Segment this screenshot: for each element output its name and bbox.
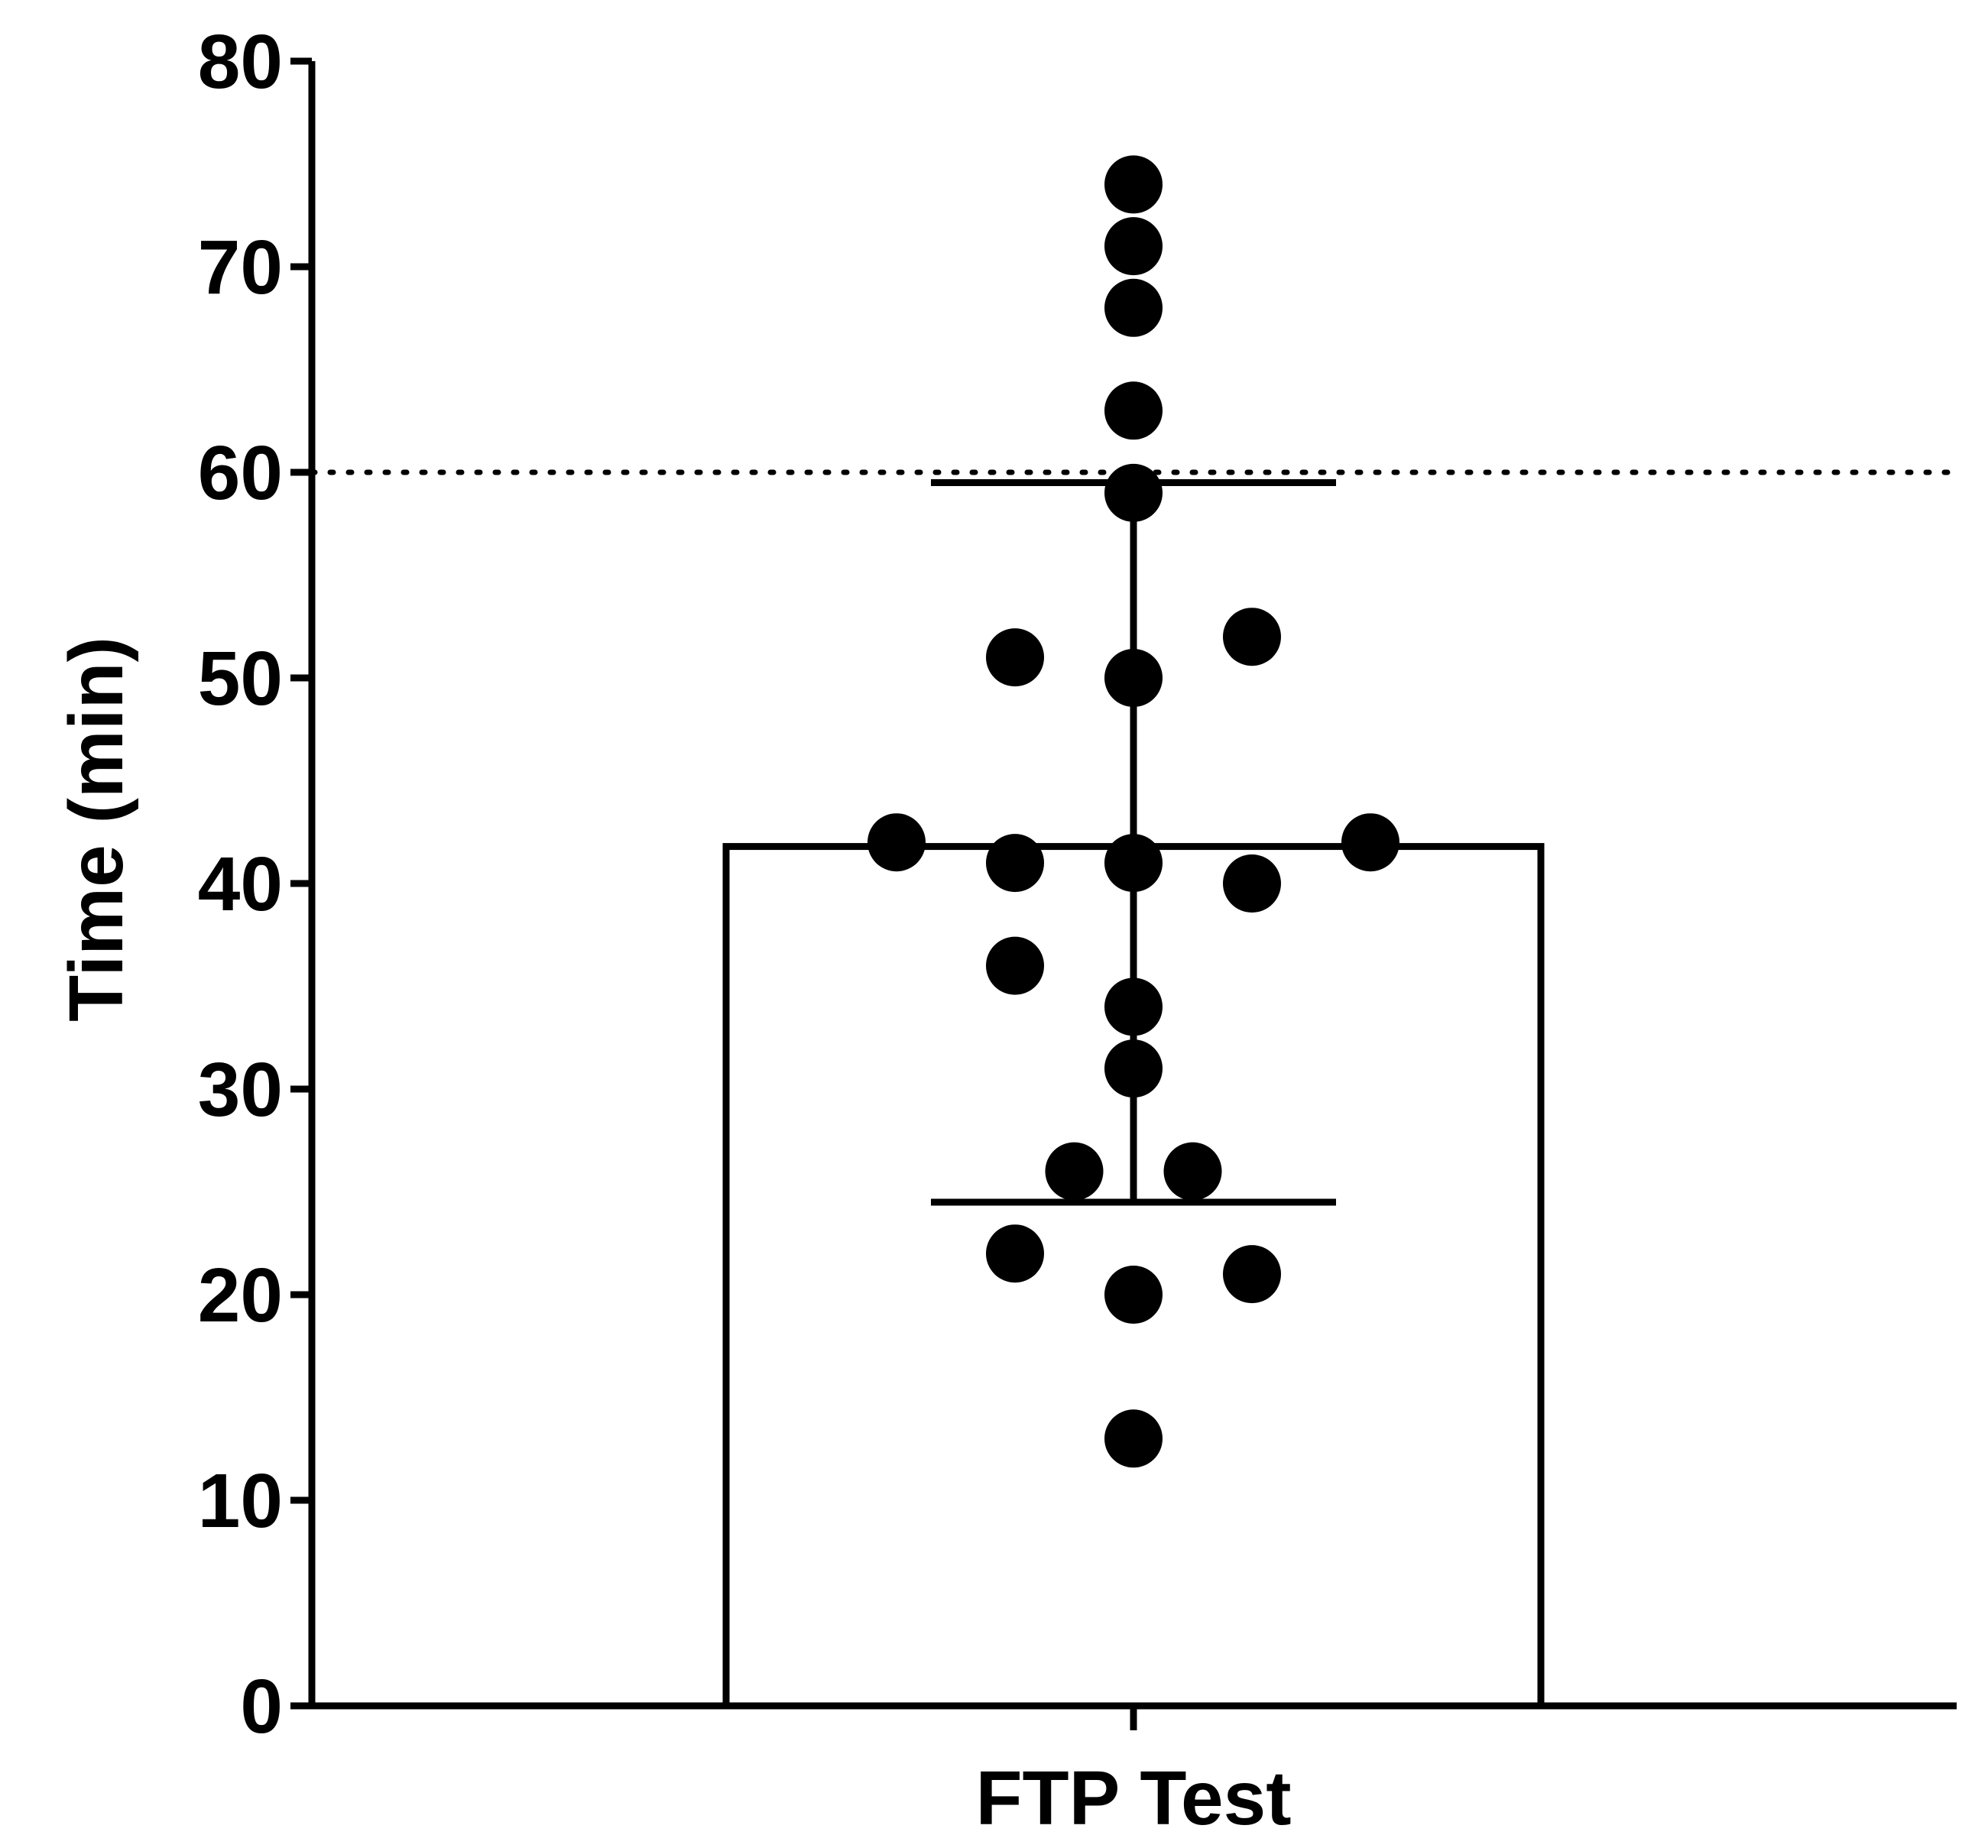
data-point — [1104, 278, 1163, 337]
y-ticks-group: 0 10 20 30 40 50 60 70 80 — [198, 19, 312, 1749]
x-ticks-group: FTP Test — [975, 1706, 1292, 1841]
data-point — [1104, 381, 1163, 440]
y-tick-label: 80 — [198, 19, 283, 105]
y-tick-label: 0 — [240, 1664, 283, 1749]
y-tick-label: 40 — [198, 841, 283, 927]
y-tick-label: 20 — [198, 1253, 283, 1338]
data-point — [986, 834, 1044, 893]
data-point — [1104, 649, 1163, 707]
data-point — [1104, 1266, 1163, 1324]
data-point — [986, 1224, 1044, 1283]
data-point — [986, 628, 1044, 687]
y-tick-label: 10 — [198, 1458, 283, 1544]
data-point — [1104, 1409, 1163, 1468]
data-point — [1104, 834, 1163, 893]
data-point — [1223, 854, 1281, 913]
y-tick-label: 30 — [198, 1047, 283, 1133]
y-axis-title: Time (min) — [54, 637, 139, 1022]
data-point — [1104, 155, 1163, 214]
data-point — [986, 936, 1044, 995]
data-point — [1223, 608, 1281, 666]
y-tick-label: 60 — [198, 430, 283, 516]
y-tick-label: 70 — [198, 225, 283, 310]
data-point — [1104, 217, 1163, 276]
data-point — [1163, 1142, 1222, 1201]
data-point — [1104, 1039, 1163, 1098]
y-tick-label: 50 — [198, 636, 283, 721]
data-point — [1045, 1142, 1104, 1201]
data-points-group — [868, 155, 1399, 1468]
data-point — [1104, 463, 1163, 522]
x-tick-label: FTP Test — [975, 1756, 1291, 1841]
data-point — [1223, 1245, 1281, 1304]
data-point — [868, 813, 926, 872]
data-point — [1104, 977, 1163, 1036]
data-point — [1341, 813, 1399, 872]
